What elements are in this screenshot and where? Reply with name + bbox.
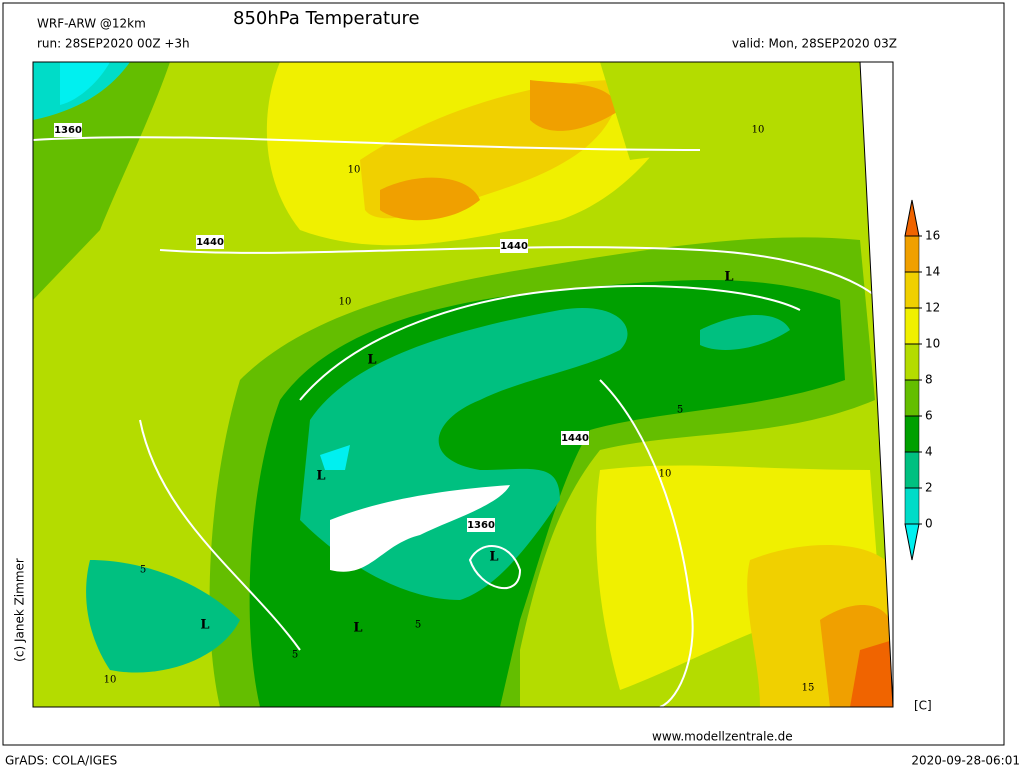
- contour-label: 10: [339, 297, 352, 308]
- credit: (c) Janek Zimmer: [13, 558, 27, 662]
- contour-label: 1440: [561, 433, 589, 444]
- unit-label: [C]: [914, 699, 932, 713]
- colorbar-band: [904, 307, 920, 345]
- colorbar-band: [904, 235, 920, 273]
- field-area: [33, 62, 170, 300]
- contour-label: 15: [802, 683, 815, 694]
- field-area: [596, 465, 880, 690]
- model-name: WRF-ARW @12km: [37, 17, 146, 31]
- software: GrADS: COLA/IGES: [5, 754, 117, 768]
- contour-label: L: [489, 550, 498, 565]
- colorbar-band: [904, 379, 920, 417]
- field-area: [850, 640, 893, 707]
- label-box: [467, 518, 495, 532]
- colorbar-band: [904, 451, 920, 489]
- contour-label: 10: [104, 675, 117, 686]
- contour-label: 10: [659, 469, 672, 480]
- contour-label: 1440: [196, 237, 224, 248]
- colorbar-tick-label: 6: [925, 409, 933, 423]
- colorbar-tick-label: 2: [925, 481, 933, 495]
- colorbar-tick-label: 8: [925, 373, 933, 387]
- contour-label: L: [353, 621, 362, 636]
- contour-label: L: [200, 618, 209, 633]
- alps-mask: [330, 485, 510, 572]
- plot-frame: [32, 61, 894, 708]
- contour-label: 10: [752, 125, 765, 136]
- contour-label: 1440: [500, 241, 528, 252]
- contour-label: 1360: [54, 125, 82, 136]
- colorbar-tick-label: 10: [925, 337, 940, 351]
- colorbar-tick-label: 14: [925, 265, 940, 279]
- contour-label: 10: [348, 165, 361, 176]
- field-area: [320, 445, 350, 470]
- contour-label: L: [724, 270, 733, 285]
- contours: [33, 136, 881, 707]
- contour-label: 5: [677, 405, 683, 416]
- valid-info: valid: Mon, 28SEP2020 03Z: [732, 37, 897, 51]
- colorbar-tick-label: 0: [925, 517, 933, 531]
- timestamp: 2020-09-28-06:01: [911, 754, 1020, 768]
- colorbar-band: [904, 415, 920, 453]
- label-box: [500, 239, 528, 253]
- label-box: [196, 235, 224, 249]
- colorbar-band: [904, 271, 920, 309]
- colorbar-band: [904, 343, 920, 381]
- field-area: [86, 560, 240, 673]
- contour-label: 5: [415, 620, 421, 631]
- field-area: [700, 315, 790, 350]
- colorbar-tick-label: 4: [925, 445, 933, 459]
- run-info: run: 28SEP2020 00Z +3h: [37, 37, 190, 51]
- contour-label: L: [367, 353, 376, 368]
- website: www.modellzentrale.de: [652, 730, 793, 744]
- field-area: [60, 62, 110, 105]
- label-box: [561, 431, 589, 445]
- contour-label: L: [316, 469, 325, 484]
- field-area: [530, 80, 620, 131]
- contour-label: 5: [140, 565, 146, 576]
- label-box: [54, 123, 82, 137]
- contour-label: 1360: [467, 520, 495, 531]
- colorbar-band: [904, 487, 920, 525]
- colorbar: 0 2 4 6 8 10 12 14 16: [904, 199, 940, 561]
- field-area: [380, 177, 480, 221]
- temperature-field: [33, 62, 893, 707]
- colorbar-tick-label: 12: [925, 301, 940, 315]
- contour-label: 5: [292, 650, 298, 661]
- colorbar-tick-label: 16: [925, 229, 940, 243]
- map-labels: 1360 1440 1440 1440 1360 L L L L L L 10 10 10 10 10 5 5 5 5…: [54, 123, 814, 694]
- field-area: [600, 62, 870, 160]
- map-title: 850hPa Temperature: [233, 8, 420, 29]
